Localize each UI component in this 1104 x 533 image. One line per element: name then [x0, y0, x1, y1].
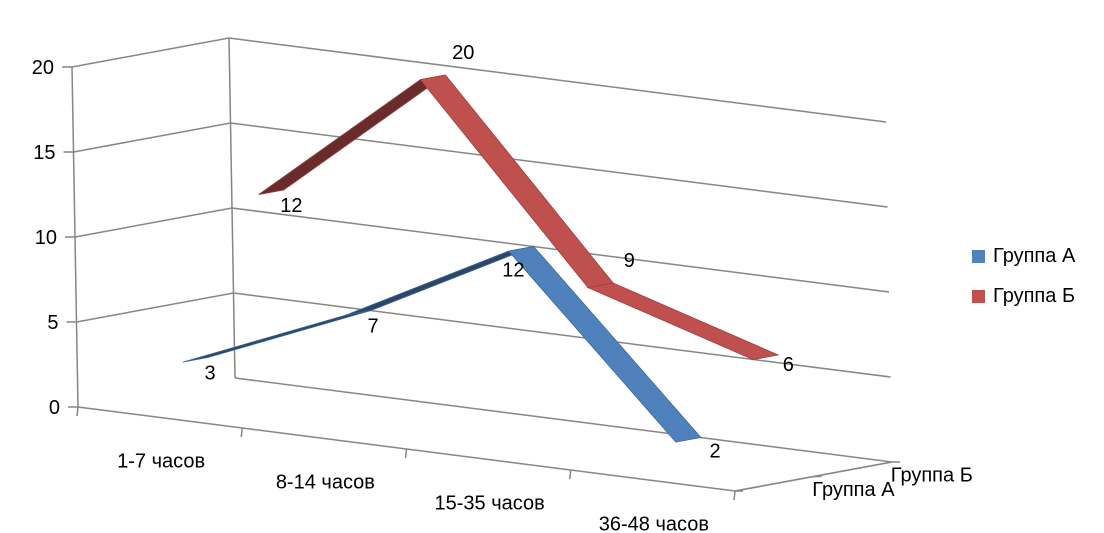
x-tick-mark	[569, 469, 572, 480]
data-label: 9	[624, 250, 635, 272]
chart-walls	[228, 37, 893, 492]
legend-item: Группа Б	[972, 276, 1075, 316]
depth-label: Группа Б	[891, 464, 973, 486]
gridline-15	[73, 122, 888, 208]
category-label: 36-48 часов	[599, 514, 709, 533]
data-label: 6	[783, 354, 794, 376]
data-label: 3	[205, 362, 216, 384]
data-label: 2	[710, 440, 721, 462]
y-tick-label: 5	[47, 312, 58, 334]
legend: Группа А Группа Б	[972, 236, 1075, 316]
x-tick-mark	[733, 490, 736, 501]
series-1-segment	[507, 246, 702, 443]
legend-item: Группа А	[972, 236, 1075, 276]
data-label: 20	[452, 42, 474, 64]
category-label: 8-14 часов	[276, 472, 375, 494]
y-tick-label: 20	[32, 57, 54, 79]
y-tick-label: 0	[49, 397, 60, 419]
data-label: 12	[280, 195, 302, 217]
data-label: 7	[368, 315, 379, 337]
category-label: 1-7 часов	[117, 451, 205, 473]
y-tick-label: 10	[35, 227, 57, 249]
legend-label: Группа Б	[993, 284, 1076, 307]
series-ribbons	[182, 74, 780, 443]
series-1-ribbon	[182, 246, 702, 443]
x-tick-mark	[76, 406, 79, 417]
gridline-5	[76, 292, 891, 378]
x-tick-mark	[240, 427, 243, 438]
legend-label: Группа А	[993, 244, 1076, 267]
x-tick-mark	[404, 448, 408, 459]
axes	[62, 66, 900, 501]
series-2-ribbon	[258, 74, 780, 361]
series-2-segment	[586, 282, 780, 361]
legend-swatch	[972, 289, 985, 303]
series-2-segment	[258, 74, 446, 195]
category-label: 15-35 часов	[435, 493, 545, 515]
gridline-10	[74, 207, 890, 293]
data-label: 12	[502, 259, 524, 281]
legend-swatch	[972, 249, 985, 263]
y-tick-label: 15	[33, 142, 55, 164]
gridline-20	[71, 37, 887, 123]
series-1-segment	[182, 310, 372, 363]
gridlines	[71, 37, 891, 378]
depth-label: Группа А	[812, 479, 895, 501]
